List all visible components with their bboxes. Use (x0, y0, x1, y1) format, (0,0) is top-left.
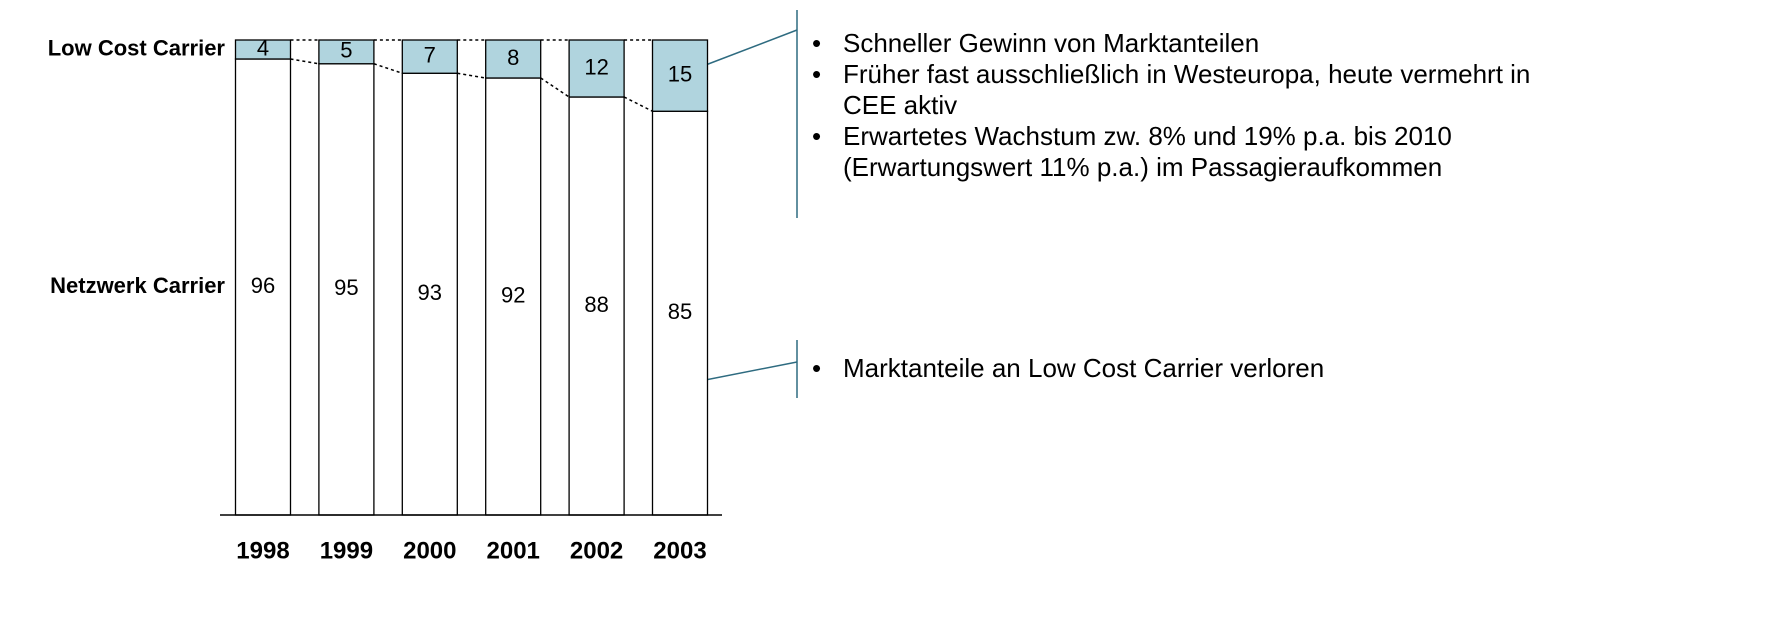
x-tick-label: 2000 (403, 537, 456, 564)
value-label: 85 (668, 299, 692, 324)
series-label: Low Cost Carrier (48, 35, 226, 60)
bar-segment (568, 39, 625, 98)
leader-line (702, 29, 798, 67)
value-label: 96 (251, 273, 275, 298)
x-tick-label: 2003 (653, 537, 706, 564)
bar-segment (485, 77, 542, 516)
x-tick-label: 2001 (487, 537, 540, 564)
value-label: 5 (340, 38, 352, 63)
bar-segment (651, 110, 709, 516)
annotation: Marktanteile an Low Cost Carrier verlore… (812, 353, 1572, 384)
value-label: 95 (334, 275, 358, 300)
bullet: Früher fast ausschließlich in Westeuropa… (812, 59, 1572, 121)
bar-segment (485, 39, 542, 79)
bar-segment (401, 39, 458, 74)
bar-segment (318, 39, 375, 65)
value-label: 7 (424, 42, 436, 67)
annotation: Schneller Gewinn von MarktanteilenFrüher… (812, 28, 1572, 183)
connector (290, 58, 320, 65)
value-label: 15 (668, 61, 692, 86)
x-tick-label: 1998 (236, 537, 289, 564)
bar-segment (234, 39, 292, 60)
value-label: 92 (501, 282, 525, 307)
value-label: 93 (418, 280, 442, 305)
bar-segment (568, 96, 625, 516)
x-tick-label: 2002 (570, 537, 623, 564)
value-label: 8 (507, 45, 519, 70)
value-label: 12 (584, 54, 608, 79)
bar-segment (234, 58, 292, 516)
connector (623, 96, 653, 112)
connector (373, 63, 403, 74)
bullet: Schneller Gewinn von Marktanteilen (812, 28, 1572, 59)
connector (540, 77, 570, 98)
series-label: Netzwerk Carrier (50, 273, 225, 298)
value-label: 88 (584, 292, 608, 317)
bar-segment (651, 39, 709, 112)
bullet: Marktanteile an Low Cost Carrier verlore… (812, 353, 1572, 384)
value-label: 4 (257, 35, 269, 60)
connector (457, 72, 486, 79)
bullet: Erwartetes Wachstum zw. 8% und 19% p.a. … (812, 121, 1572, 183)
x-tick-label: 1999 (320, 537, 373, 564)
